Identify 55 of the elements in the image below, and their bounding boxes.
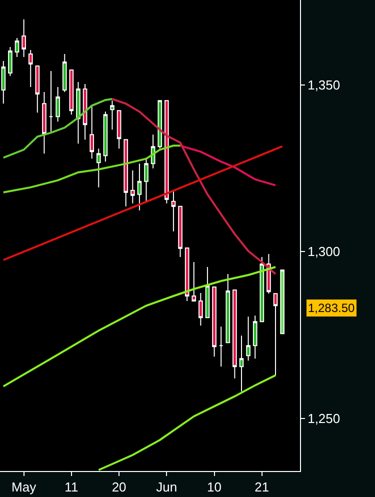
candlestick bbox=[90, 106, 94, 160]
line-series bbox=[2, 144, 182, 194]
candlestick bbox=[192, 262, 196, 302]
x-tick-label: Jun bbox=[156, 480, 178, 495]
candlestick bbox=[130, 170, 135, 204]
candlestick bbox=[110, 100, 114, 130]
y-tick-label: 1,300 bbox=[308, 244, 340, 260]
candlestick bbox=[280, 270, 284, 334]
candlestick bbox=[76, 82, 80, 144]
x-tick-label: May bbox=[12, 480, 37, 495]
candlestick bbox=[62, 54, 67, 92]
candlestick bbox=[56, 86, 60, 122]
x-tick-label: 21 bbox=[254, 480, 270, 495]
candlestick bbox=[48, 70, 54, 132]
candlestick bbox=[218, 326, 224, 368]
candlestick bbox=[42, 92, 46, 154]
candlestick bbox=[96, 148, 101, 188]
line-series bbox=[2, 266, 277, 388]
candlestick bbox=[246, 316, 250, 362]
candlestick bbox=[22, 18, 26, 58]
line-series bbox=[111, 98, 277, 275]
candlestick bbox=[273, 293, 278, 376]
candlestick bbox=[260, 256, 264, 322]
candlestick bbox=[1, 60, 6, 104]
candlestick bbox=[158, 100, 162, 149]
candlestick bbox=[144, 157, 148, 202]
candlestick bbox=[232, 290, 237, 379]
candlestick bbox=[171, 190, 176, 232]
candlestick bbox=[116, 110, 122, 150]
text: 1,283.50 bbox=[308, 301, 356, 315]
y-tick-label: 1,350 bbox=[308, 78, 340, 93]
candlestick bbox=[103, 111, 108, 162]
line-series bbox=[98, 374, 277, 471]
candlestick bbox=[252, 315, 258, 360]
candlestick bbox=[8, 46, 12, 76]
candlestick bbox=[35, 66, 40, 114]
candlestick bbox=[178, 206, 182, 258]
candlestick bbox=[164, 100, 169, 204]
candlestick bbox=[69, 70, 74, 116]
line-series bbox=[179, 144, 277, 186]
candlestick bbox=[124, 139, 128, 207]
candlestick bbox=[28, 50, 33, 88]
x-tick-label: 20 bbox=[112, 480, 126, 495]
candlestick bbox=[82, 84, 88, 140]
candlestick bbox=[14, 38, 20, 58]
candlestick bbox=[212, 286, 216, 358]
x-tick-label: 10 bbox=[207, 480, 222, 495]
candlestick bbox=[239, 335, 244, 392]
y-tick-label: 1,250 bbox=[308, 410, 340, 426]
candlestick bbox=[198, 292, 203, 326]
x-tick-label: 11 bbox=[64, 480, 78, 495]
line-series bbox=[2, 98, 114, 159]
candlestick bbox=[226, 274, 230, 344]
candlestick bbox=[137, 163, 142, 211]
candlestick bbox=[205, 266, 210, 318]
